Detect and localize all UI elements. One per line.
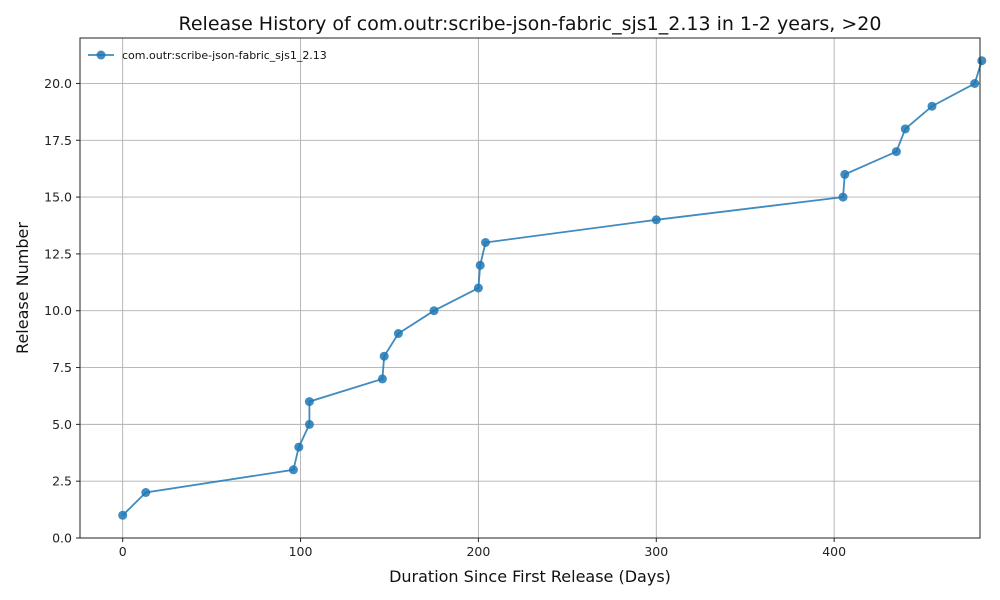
x-tick-label: 100 <box>289 544 313 559</box>
grid-layer <box>80 38 980 539</box>
data-point <box>141 488 151 497</box>
data-point <box>377 374 387 384</box>
data-point <box>288 465 298 475</box>
data-point <box>429 306 439 316</box>
data-point <box>900 124 910 134</box>
data-point <box>840 169 850 179</box>
data-point <box>473 283 483 293</box>
x-tick-label: 200 <box>466 544 490 559</box>
data-point <box>304 419 314 429</box>
y-tick-label: 17.5 <box>44 133 72 148</box>
y-tick-label: 20.0 <box>44 76 72 91</box>
data-point <box>481 238 490 247</box>
chart-title: Release History of com.outr:scribe-json-… <box>179 13 882 35</box>
data-point <box>393 329 403 338</box>
plot-area-frame <box>79 37 981 539</box>
data-point <box>970 79 980 88</box>
legend-entry-label: com.outr:scribe-json-fabric_sjs1_2.13 <box>122 49 327 62</box>
y-axis-label: Release Number <box>13 222 32 354</box>
x-tick-label: 400 <box>822 544 846 559</box>
legend-marker <box>96 50 106 60</box>
data-point <box>118 510 128 520</box>
legend: com.outr:scribe-json-fabric_sjs1_2.13 <box>88 49 327 62</box>
data-point <box>891 147 901 157</box>
data-point <box>838 192 848 202</box>
series-layer <box>118 56 987 520</box>
data-point <box>294 442 304 452</box>
y-axis-ticks: 0.0 2.5 5.0 7.5 10.0 12.5 15.0 17.5 20.0 <box>44 76 80 546</box>
data-point <box>977 56 987 66</box>
y-tick-label: 7.5 <box>52 360 72 375</box>
x-tick-label: 300 <box>644 544 668 559</box>
series-line <box>122 60 983 516</box>
data-point <box>379 351 389 361</box>
x-tick-label: 0 <box>119 544 127 559</box>
data-point <box>304 397 314 407</box>
data-point <box>927 101 937 111</box>
data-point <box>651 215 661 225</box>
x-axis-label: Duration Since First Release (Days) <box>389 567 671 586</box>
y-tick-label: 15.0 <box>44 190 72 205</box>
y-tick-label: 5.0 <box>52 417 72 432</box>
y-tick-label: 0.0 <box>52 531 72 546</box>
y-tick-label: 12.5 <box>44 246 72 261</box>
x-axis-ticks: 0100200300400500 <box>119 538 846 559</box>
y-tick-label: 2.5 <box>52 474 72 489</box>
data-point <box>475 260 485 270</box>
y-tick-label: 10.0 <box>44 303 72 318</box>
